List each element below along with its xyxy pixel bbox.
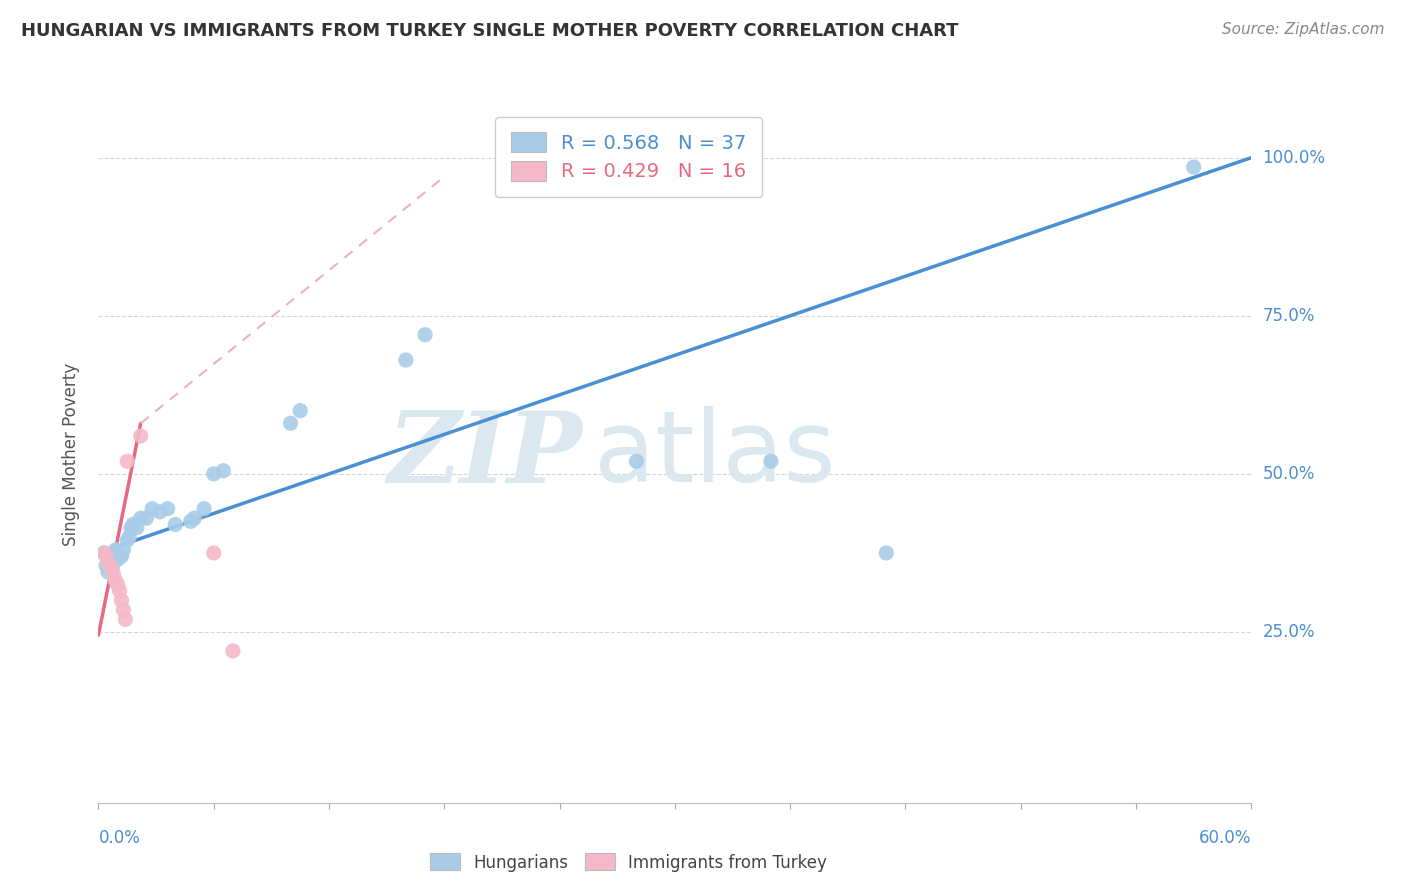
Point xyxy=(94,558,117,573)
Point xyxy=(103,556,125,570)
Point xyxy=(149,505,172,519)
Text: 60.0%: 60.0% xyxy=(1199,829,1251,847)
Point xyxy=(94,549,117,563)
Text: ZIP: ZIP xyxy=(388,407,582,503)
Point xyxy=(280,417,302,431)
Point xyxy=(212,464,235,478)
Point xyxy=(118,530,141,544)
Point xyxy=(222,644,245,658)
Point xyxy=(141,501,163,516)
Point xyxy=(120,521,142,535)
Point xyxy=(1182,160,1205,174)
Point xyxy=(107,577,129,591)
Point xyxy=(104,574,127,589)
Point xyxy=(129,511,152,525)
Point xyxy=(101,562,124,576)
Point xyxy=(108,583,131,598)
Point xyxy=(93,546,115,560)
Point xyxy=(290,403,312,417)
Point xyxy=(103,568,125,582)
Point xyxy=(135,511,157,525)
Point xyxy=(626,454,648,468)
Point xyxy=(108,549,131,563)
Y-axis label: Single Mother Poverty: Single Mother Poverty xyxy=(62,363,80,547)
Point xyxy=(97,556,120,570)
Text: Source: ZipAtlas.com: Source: ZipAtlas.com xyxy=(1222,22,1385,37)
Point xyxy=(875,546,897,560)
Point xyxy=(98,558,121,573)
Text: HUNGARIAN VS IMMIGRANTS FROM TURKEY SINGLE MOTHER POVERTY CORRELATION CHART: HUNGARIAN VS IMMIGRANTS FROM TURKEY SING… xyxy=(21,22,959,40)
Point xyxy=(180,514,202,528)
Text: 25.0%: 25.0% xyxy=(1263,623,1315,641)
Text: 100.0%: 100.0% xyxy=(1263,149,1326,167)
Point xyxy=(114,612,136,626)
Point xyxy=(156,501,179,516)
Point xyxy=(93,546,115,560)
Point xyxy=(395,353,418,368)
Point xyxy=(110,549,132,563)
Text: 0.0%: 0.0% xyxy=(98,829,141,847)
Text: 75.0%: 75.0% xyxy=(1263,307,1315,325)
Point xyxy=(125,521,148,535)
Point xyxy=(122,517,145,532)
Point xyxy=(112,603,135,617)
Legend: Hungarians, Immigrants from Turkey: Hungarians, Immigrants from Turkey xyxy=(416,840,841,885)
Point xyxy=(107,552,129,566)
Point xyxy=(104,542,127,557)
Text: 50.0%: 50.0% xyxy=(1263,465,1315,483)
Point xyxy=(193,501,215,516)
Point xyxy=(97,565,120,579)
Point xyxy=(117,454,138,468)
Text: atlas: atlas xyxy=(595,407,835,503)
Point xyxy=(165,517,187,532)
Point xyxy=(759,454,782,468)
Point xyxy=(413,327,436,342)
Point xyxy=(183,511,205,525)
Point xyxy=(110,593,132,607)
Point xyxy=(98,556,121,570)
Point xyxy=(103,546,125,560)
Point xyxy=(202,467,225,481)
Point xyxy=(129,429,152,443)
Point xyxy=(112,542,135,557)
Point xyxy=(101,549,124,563)
Point xyxy=(117,533,138,548)
Point xyxy=(202,546,225,560)
Point xyxy=(101,562,124,576)
